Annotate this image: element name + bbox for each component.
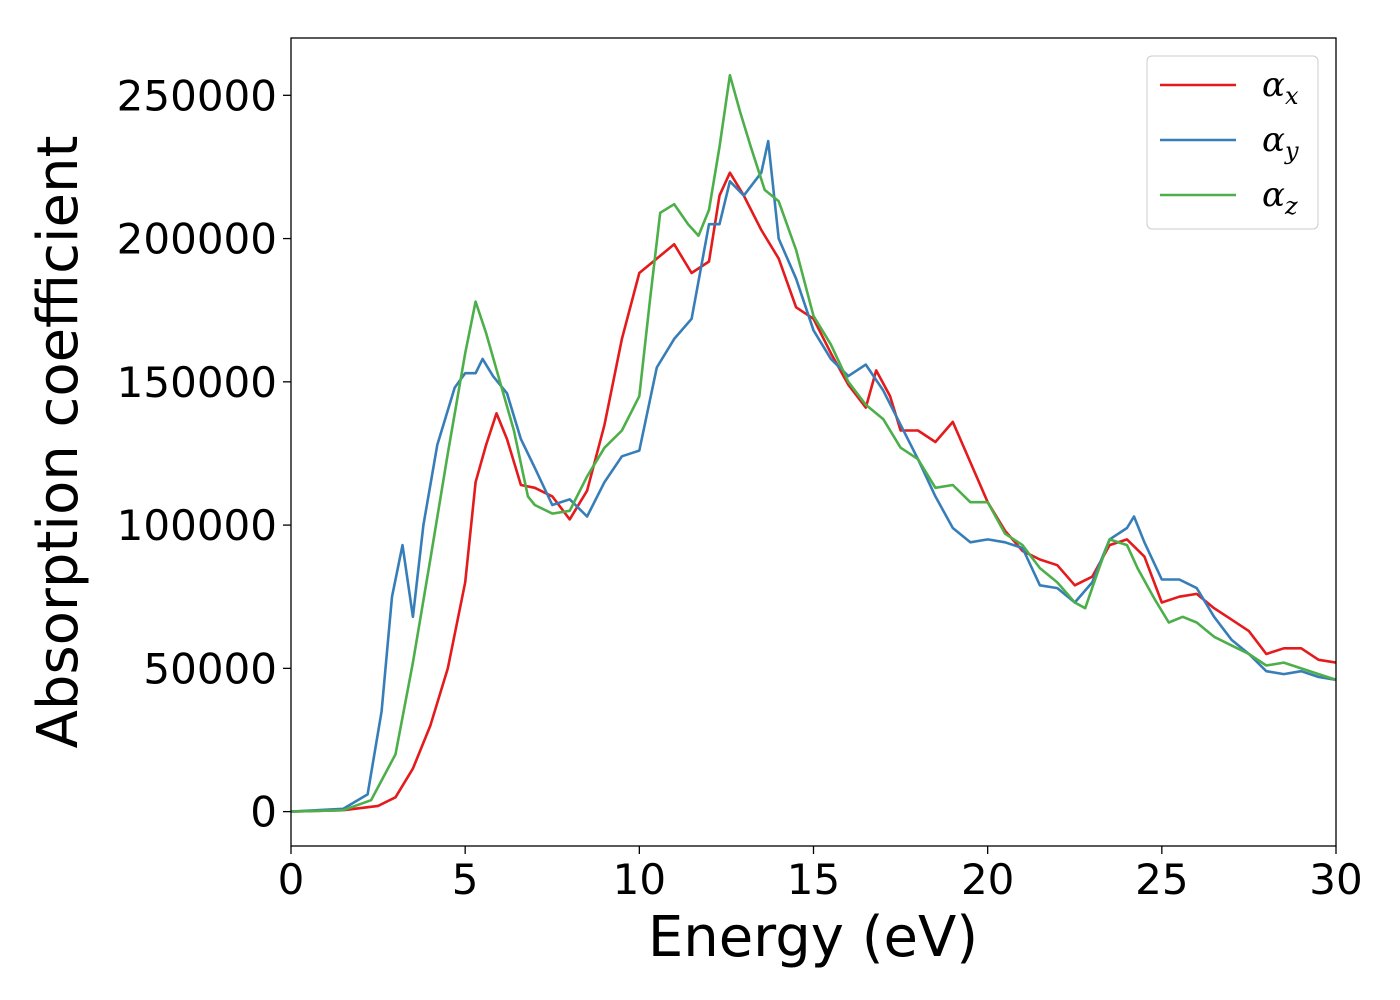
series-line-x <box>291 171 1336 813</box>
x-tick-label: 0 <box>278 855 305 904</box>
legend-label-x: αx <box>1262 65 1299 110</box>
y-tick-label: 250000 <box>117 71 277 120</box>
legend-label-z: αz <box>1262 175 1298 220</box>
x-tick-label: 20 <box>961 855 1014 904</box>
series-line-z <box>291 73 1336 813</box>
y-tick-label: 100000 <box>117 501 277 550</box>
y-axis-ticks: 0 50000 100000 150000 200000 250000 <box>117 71 291 837</box>
y-tick-label: 50000 <box>143 644 277 693</box>
legend-box <box>1146 55 1319 230</box>
series-line-y <box>291 139 1336 813</box>
y-tick-label: 200000 <box>117 215 277 264</box>
x-tick-label: 15 <box>787 855 840 904</box>
x-tick-label: 30 <box>1309 855 1362 904</box>
x-tick-label: 5 <box>452 855 479 904</box>
legend-subscript: x <box>1285 82 1299 110</box>
legend-label-y: αy <box>1262 120 1299 165</box>
y-tick-label: 150000 <box>117 358 277 407</box>
legend-subscript: y <box>1284 137 1299 165</box>
y-tick-label: 0 <box>250 788 277 837</box>
y-axis-label: Absorption coefficient <box>26 136 91 749</box>
x-tick-label: 25 <box>1135 855 1188 904</box>
series-layer <box>291 73 1336 813</box>
legend-symbol: α <box>1262 65 1285 105</box>
x-axis-label: Energy (eV) <box>648 905 978 970</box>
x-axis-ticks: 0 5 10 15 20 25 30 <box>278 846 1363 904</box>
legend-symbol: α <box>1262 175 1285 215</box>
x-tick-label: 10 <box>613 855 666 904</box>
legend-symbol: α <box>1262 120 1285 160</box>
legend-subscript: z <box>1284 192 1298 220</box>
